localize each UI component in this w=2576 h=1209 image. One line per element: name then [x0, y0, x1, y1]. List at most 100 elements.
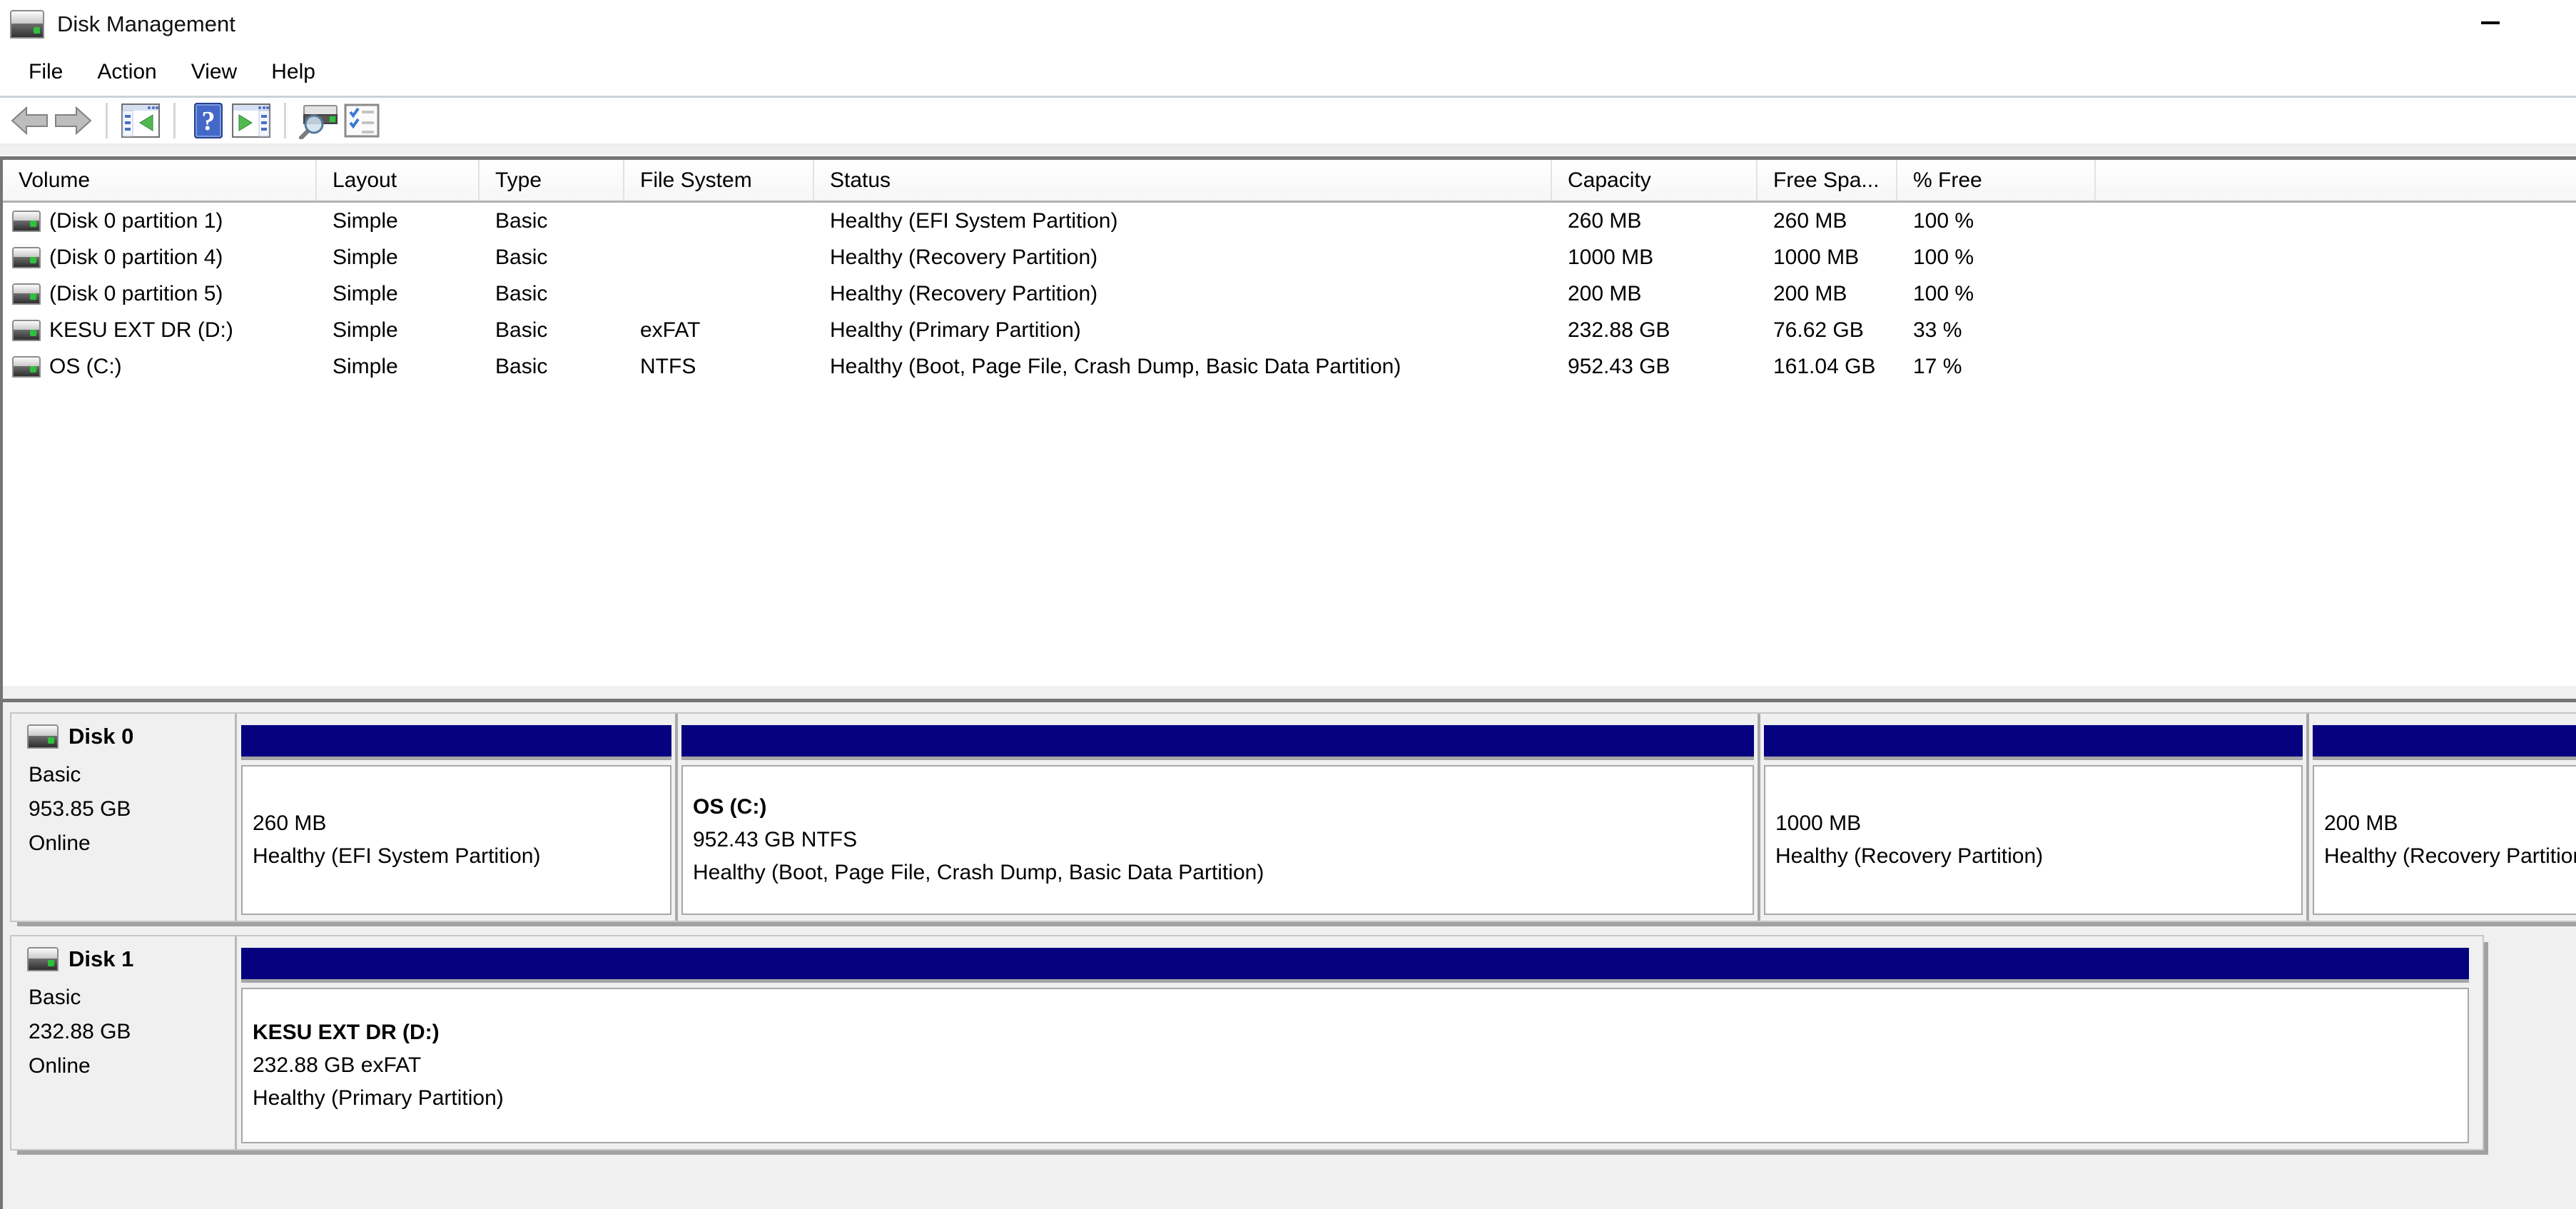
- column-header-capacity[interactable]: Capacity: [1552, 160, 1758, 201]
- toolbar-content-gap: [0, 145, 2576, 155]
- volume-pct-free: 33 %: [1913, 318, 1962, 342]
- partition-status: Healthy (EFI System Partition): [253, 844, 541, 868]
- volume-capacity: 232.88 GB: [1568, 318, 1670, 342]
- disk-status: Online: [29, 1054, 91, 1078]
- partition-size: 952.43 GB NTFS: [693, 828, 858, 851]
- column-header-status[interactable]: Status: [814, 160, 1552, 201]
- disk-1-partitions: KESU EXT DR (D:) 232.88 GB exFAT Healthy…: [241, 936, 2483, 1149]
- partition-kesu-d[interactable]: KESU EXT DR (D:) 232.88 GB exFAT Healthy…: [241, 936, 2473, 1149]
- volume-capacity: 952.43 GB: [1568, 354, 1670, 378]
- volume-list-header: Volume Layout Type File System Status Ca…: [3, 160, 2576, 203]
- partition-recovery-200[interactable]: 200 MB Healthy (Recovery Partition): [2309, 714, 2576, 921]
- volume-free-space: 200 MB: [1773, 281, 1847, 305]
- volume-layout: Simple: [333, 281, 398, 305]
- graphical-view-pane: Disk 0 Basic 953.85 GB Online 260 MB Hea…: [3, 702, 2576, 1209]
- partition-info: KESU EXT DR (D:) 232.88 GB exFAT Healthy…: [241, 988, 2469, 1143]
- column-header-filler: [2096, 160, 2576, 201]
- volume-status: Healthy (Boot, Page File, Crash Dump, Ba…: [830, 354, 1401, 378]
- partition-info: OS (C:) 952.43 GB NTFS Healthy (Boot, Pa…: [681, 765, 1754, 915]
- volume-type: Basic: [495, 281, 548, 305]
- volume-pct-free: 100 %: [1913, 245, 1974, 269]
- volume-icon: [12, 283, 41, 305]
- partition-recovery-1000[interactable]: 1000 MB Healthy (Recovery Partition): [1760, 714, 2309, 921]
- disk-icon: [27, 724, 59, 749]
- table-row[interactable]: (Disk 0 partition 4) Simple Basic Health…: [3, 239, 2576, 275]
- volume-free-space: 76.62 GB: [1773, 318, 1864, 342]
- svg-text:?: ?: [202, 106, 215, 136]
- show-console-tree-button[interactable]: [119, 100, 162, 141]
- table-row[interactable]: KESU EXT DR (D:) Simple Basic exFAT Heal…: [3, 312, 2576, 348]
- volume-type: Basic: [495, 245, 548, 269]
- volume-layout: Simple: [333, 245, 398, 269]
- volume-type: Basic: [495, 208, 548, 233]
- disk-status: Online: [29, 831, 91, 855]
- partition-info: 1000 MB Healthy (Recovery Partition): [1764, 765, 2303, 915]
- volume-name: (Disk 0 partition 4): [49, 245, 223, 269]
- menu-view[interactable]: View: [191, 60, 238, 84]
- volume-name: KESU EXT DR (D:): [49, 318, 233, 342]
- minimize-icon: [2481, 21, 2500, 24]
- menu-file[interactable]: File: [29, 60, 64, 84]
- back-button[interactable]: [9, 100, 51, 141]
- window-title: Disk Management: [57, 11, 235, 36]
- disk-icon: [27, 947, 59, 971]
- disk-type: Basic: [29, 986, 81, 1009]
- disk-0-row: Disk 0 Basic 953.85 GB Online 260 MB Hea…: [10, 712, 2576, 922]
- partition-efi[interactable]: 260 MB Healthy (EFI System Partition): [241, 714, 678, 921]
- disk-1-row: Disk 1 Basic 232.88 GB Online KESU EXT D…: [10, 935, 2484, 1150]
- table-row[interactable]: OS (C:) Simple Basic NTFS Healthy (Boot,…: [3, 348, 2576, 385]
- partition-size: 232.88 GB exFAT: [253, 1053, 422, 1077]
- partition-status: Healthy (Boot, Page File, Crash Dump, Ba…: [693, 861, 1264, 884]
- disk-0-partitions: 260 MB Healthy (EFI System Partition) OS…: [241, 714, 2576, 921]
- partition-status: Healthy (Recovery Partition): [1775, 844, 2044, 868]
- help-icon: ?: [194, 103, 223, 138]
- app-disk-icon: [10, 10, 44, 39]
- show-action-pane-button[interactable]: [230, 100, 273, 141]
- partition-name: OS (C:): [693, 795, 767, 819]
- volume-icon: [12, 355, 41, 378]
- volume-layout: Simple: [333, 208, 398, 233]
- column-header-pct-free[interactable]: % Free: [1897, 160, 2096, 201]
- minimize-button[interactable]: [2468, 7, 2513, 39]
- volume-status: Healthy (Recovery Partition): [830, 245, 1098, 269]
- partition-status: Healthy (Primary Partition): [253, 1086, 504, 1110]
- volume-icon: [12, 319, 41, 341]
- disk-size: 953.85 GB: [29, 797, 131, 821]
- disk-1-label[interactable]: Disk 1 Basic 232.88 GB Online: [11, 936, 237, 1149]
- disk-search-button[interactable]: [298, 100, 340, 141]
- partition-color-bar: [2313, 725, 2576, 757]
- disk-0-label[interactable]: Disk 0 Basic 953.85 GB Online: [11, 714, 237, 921]
- partition-info: 200 MB Healthy (Recovery Partition): [2313, 765, 2576, 915]
- partition-size: 260 MB: [253, 811, 327, 835]
- partition-os-c[interactable]: OS (C:) 952.43 GB NTFS Healthy (Boot, Pa…: [678, 714, 1760, 921]
- volume-icon: [12, 246, 41, 268]
- forward-icon: [55, 106, 92, 136]
- column-header-volume[interactable]: Volume: [3, 160, 317, 201]
- column-header-layout[interactable]: Layout: [317, 160, 480, 201]
- console-tree-icon: [121, 103, 160, 138]
- partition-color-bar: [681, 725, 1754, 757]
- back-icon: [11, 106, 48, 136]
- menu-help[interactable]: Help: [271, 60, 315, 84]
- toolbar: ?: [0, 98, 2576, 145]
- forward-button[interactable]: [51, 100, 94, 141]
- column-header-file-system[interactable]: File System: [624, 160, 814, 201]
- volume-free-space: 260 MB: [1773, 208, 1847, 233]
- menu-action[interactable]: Action: [97, 60, 157, 84]
- partition-info: 260 MB Healthy (EFI System Partition): [241, 765, 671, 915]
- volume-capacity: 260 MB: [1568, 208, 1642, 233]
- volume-status: Healthy (Primary Partition): [830, 318, 1081, 342]
- partition-color-bar: [1764, 725, 2303, 757]
- partition-size: 200 MB: [2324, 811, 2398, 835]
- checklist-button[interactable]: [340, 100, 383, 141]
- table-row[interactable]: (Disk 0 partition 1) Simple Basic Health…: [3, 203, 2576, 239]
- pane-splitter[interactable]: [3, 686, 2576, 702]
- volume-capacity: 200 MB: [1568, 281, 1642, 305]
- volume-icon: [12, 210, 41, 232]
- column-header-type[interactable]: Type: [480, 160, 624, 201]
- help-button[interactable]: ?: [187, 100, 230, 141]
- volume-free-space: 161.04 GB: [1773, 354, 1876, 378]
- column-header-free-space[interactable]: Free Spa...: [1758, 160, 1897, 201]
- table-row[interactable]: (Disk 0 partition 5) Simple Basic Health…: [3, 275, 2576, 312]
